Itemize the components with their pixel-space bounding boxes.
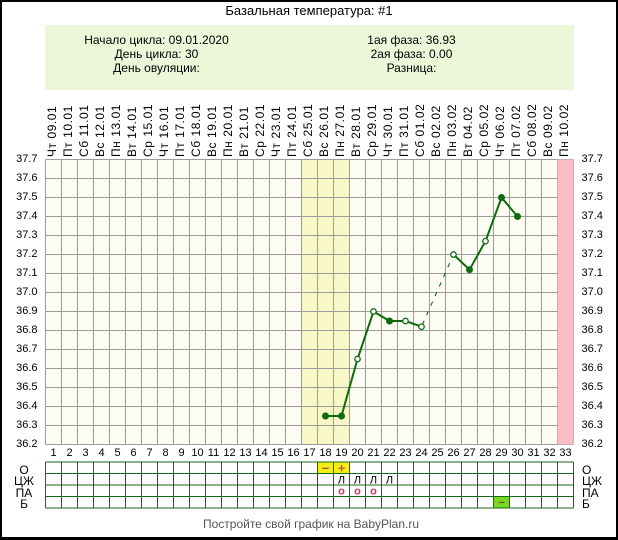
svg-text:Л: Л: [370, 474, 377, 486]
svg-text:Л: Л: [354, 474, 361, 486]
svg-text:о: о: [370, 486, 377, 498]
svg-text:Л: Л: [386, 474, 393, 486]
svg-text:о: о: [338, 486, 345, 498]
svg-text:Л: Л: [338, 474, 345, 486]
svg-text:–: –: [498, 496, 504, 508]
svg-text:+: +: [338, 461, 346, 476]
svg-text:о: о: [354, 486, 361, 498]
svg-text:–: –: [322, 460, 329, 475]
